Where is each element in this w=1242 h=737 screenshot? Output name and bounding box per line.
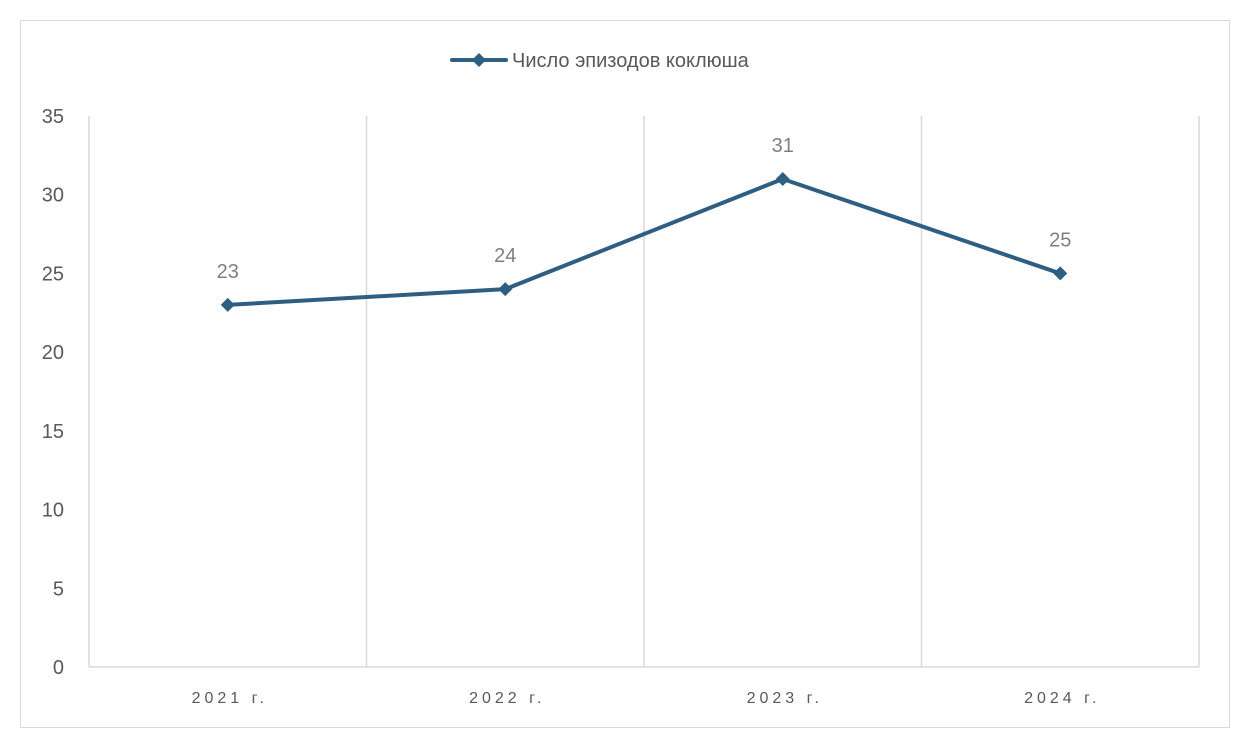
data-label: 24 — [494, 245, 516, 267]
data-point-marker — [1053, 266, 1068, 281]
x-axis-ticks: 2021 г. 2022 г. 2023 г. 2024 г. — [192, 690, 1100, 707]
data-point-marker — [220, 297, 235, 312]
legend-marker-icon — [472, 53, 486, 67]
y-tick-label: 35 — [42, 106, 64, 128]
y-tick-label: 0 — [53, 657, 64, 679]
series-line-path — [227, 176, 1061, 307]
data-label: 25 — [1049, 229, 1071, 251]
y-tick-label: 30 — [42, 185, 64, 207]
y-tick-label: 5 — [53, 578, 64, 600]
legend-label: Число эпизодов коклюша — [512, 50, 750, 72]
data-label: 23 — [217, 261, 239, 283]
x-tick-label: 2022 г. — [469, 690, 545, 707]
data-point-marker — [498, 282, 513, 297]
x-tick-label: 2023 г. — [747, 690, 823, 707]
y-tick-label: 25 — [42, 263, 64, 285]
y-tick-label: 20 — [42, 342, 64, 364]
y-tick-label: 15 — [42, 421, 64, 443]
x-tick-label: 2021 г. — [192, 690, 268, 707]
series-line: 23 24 31 25 — [217, 135, 1071, 312]
grid — [88, 116, 1200, 668]
chart-frame — [20, 20, 1230, 728]
data-point-marker — [775, 171, 790, 186]
y-tick-label: 10 — [42, 500, 64, 522]
y-axis-ticks: 0 5 10 15 20 25 30 35 — [42, 106, 64, 679]
x-tick-label: 2024 г. — [1024, 690, 1100, 707]
legend: Число эпизодов коклюша — [450, 50, 750, 72]
data-label: 31 — [772, 135, 794, 157]
